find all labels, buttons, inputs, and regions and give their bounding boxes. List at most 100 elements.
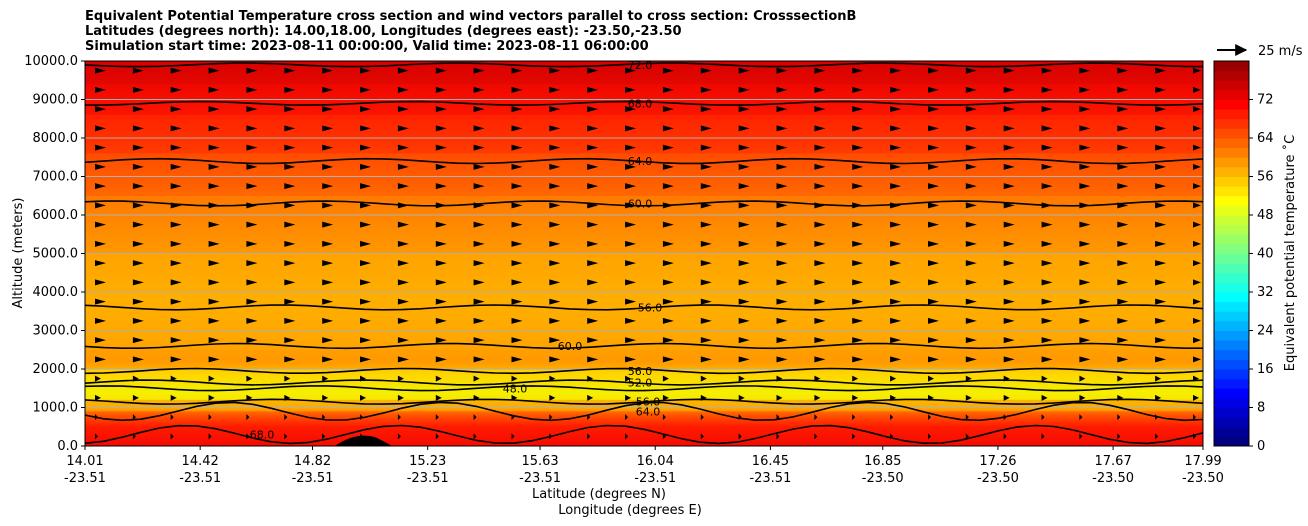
wind-vector [738, 337, 750, 344]
wind-vector [965, 106, 977, 113]
colorbar-segment [1214, 80, 1249, 91]
wind-vector [132, 125, 144, 132]
wind-vector [1193, 298, 1201, 305]
wind-vector [322, 356, 334, 363]
wind-vector [284, 356, 296, 363]
wind-vector [890, 221, 902, 228]
contour-label: 60.0 [628, 197, 653, 210]
wind-vector [511, 433, 515, 440]
wind-vector [625, 67, 637, 74]
wind-vector [1117, 317, 1129, 324]
wind-vector [852, 337, 864, 344]
wind-vector [662, 67, 674, 74]
wind-vector [662, 125, 674, 132]
wind-vector [284, 67, 296, 74]
wind-vector [95, 433, 98, 440]
wind-vector [928, 67, 939, 74]
wind-vector [1079, 414, 1083, 421]
wind-vector [814, 414, 818, 421]
wind-vector [322, 337, 334, 344]
wind-vector [208, 394, 215, 401]
wind-vector [397, 279, 409, 286]
wind-vector [890, 144, 902, 151]
wind-vector [852, 106, 864, 113]
wind-vector [965, 202, 977, 209]
wind-vector [1117, 202, 1129, 209]
wind-vector [397, 221, 409, 228]
wind-vector [1003, 163, 1015, 170]
wind-vector [284, 221, 296, 228]
wind-vector [738, 260, 750, 267]
wind-vector [776, 221, 788, 228]
wind-vector [662, 394, 669, 401]
wind-vector [435, 67, 447, 74]
wind-vector [1155, 375, 1162, 382]
wind-vector [208, 317, 220, 324]
wind-vector [738, 298, 750, 305]
wind-vector [549, 298, 561, 305]
wind-vector [587, 144, 599, 151]
wind-vector [95, 163, 106, 170]
wind-vector [1079, 356, 1091, 363]
wind-vector [170, 375, 177, 382]
wind-vector [852, 221, 864, 228]
wind-vector [738, 183, 750, 190]
colorbar-tick-label: 24 [1257, 324, 1274, 339]
wind-vector [511, 125, 523, 132]
contour-line [84, 385, 1204, 392]
wind-vector [928, 144, 939, 151]
wind-vector [965, 183, 977, 190]
wind-vector [1193, 163, 1201, 170]
wind-vector [170, 337, 182, 344]
wind-vector [965, 337, 977, 344]
wind-vector [814, 433, 818, 440]
wind-vector [1041, 375, 1048, 382]
wind-vector [890, 260, 902, 267]
wind-vector [170, 125, 182, 132]
wind-vector [662, 240, 674, 247]
wind-vector [473, 144, 485, 151]
wind-vector [1079, 337, 1091, 344]
wind-vector [587, 433, 591, 440]
wind-vector [1117, 144, 1129, 151]
wind-vector [852, 279, 864, 286]
wind-vector [170, 298, 182, 305]
wind-vector [928, 202, 939, 209]
colorbar-segment [1214, 205, 1249, 216]
wind-vector [549, 337, 561, 344]
wind-vector [360, 337, 371, 344]
wind-vector [852, 67, 864, 74]
wind-vector [965, 414, 969, 421]
wind-vector [776, 279, 788, 286]
wind-vector [814, 67, 826, 74]
contour-line [85, 100, 1204, 106]
wind-vector [587, 125, 599, 132]
colorbar-segment [1214, 138, 1249, 149]
colorbar-segment [1214, 61, 1249, 72]
wind-vector [511, 221, 523, 228]
wind-vector [852, 260, 864, 267]
wind-vector [852, 375, 859, 382]
wind-vector [1193, 106, 1201, 113]
wind-vector [549, 183, 561, 190]
wind-vector [397, 433, 401, 440]
wind-vector [549, 86, 561, 93]
y-tick-label: 1000.0 [33, 401, 79, 416]
wind-vector [170, 221, 182, 228]
wind-vector [662, 183, 674, 190]
wind-vector [776, 356, 788, 363]
wind-vector [965, 375, 972, 382]
wind-vector [397, 86, 409, 93]
wind-vector [1117, 163, 1129, 170]
wind-vector [587, 394, 594, 401]
wind-vector [397, 298, 409, 305]
theta-e-band [85, 253, 1203, 350]
wind-vector [852, 125, 864, 132]
y-tick-label: 7000.0 [33, 170, 79, 185]
wind-vector [1193, 375, 1199, 382]
wind-vector [1155, 240, 1167, 247]
wind-vector [1041, 163, 1053, 170]
colorbar-segment [1214, 70, 1249, 81]
colorbar-tick-label: 32 [1257, 285, 1274, 300]
wind-vector [1003, 375, 1010, 382]
